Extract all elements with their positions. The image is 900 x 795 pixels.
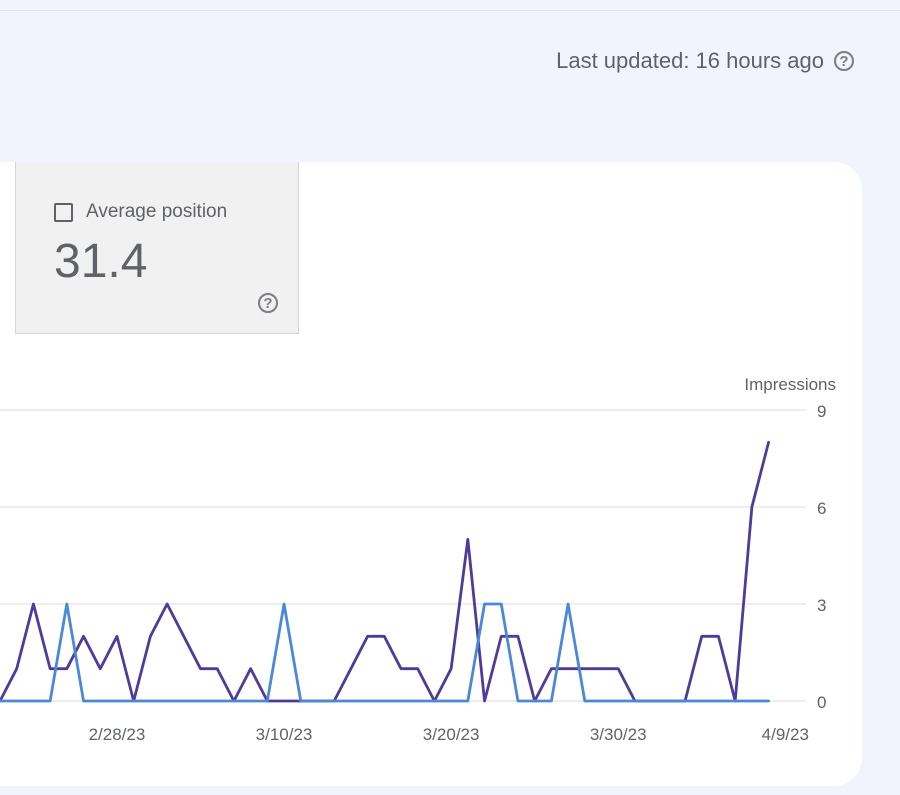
chart-gridlines: [0, 409, 806, 702]
x-tick-label: 3/30/23: [590, 725, 647, 744]
average-position-value: 31.4: [54, 235, 148, 288]
average-position-label: Average position: [86, 201, 228, 222]
y-tick-label: 3: [817, 596, 826, 615]
last-updated-text: Last updated: 16 hours ago: [556, 48, 824, 73]
last-updated-status: Last updated: 16 hours ago ?: [556, 48, 854, 74]
top-divider: [0, 10, 900, 11]
impressions-axis-label: Impressions: [744, 375, 836, 394]
previous-metric-tile-edge: [0, 162, 15, 334]
x-tick-label: 3/20/23: [423, 725, 480, 744]
help-circle-icon[interactable]: ?: [258, 293, 278, 313]
x-tick-label: 4/9/23: [762, 725, 809, 744]
impressions-line-chart: 0 3 6 9 2/28/23 3/10/23 3/20/23 3/30/23 4/9/23 I…: [0, 375, 836, 744]
chart-tick-labels: 0 3 6 9 2/28/23 3/10/23 3/20/23 3/30/23 4/9/23: [89, 402, 827, 744]
y-tick-label: 0: [817, 693, 826, 712]
average-position-metric-tile[interactable]: Average position 31.4 ?: [15, 162, 299, 334]
performance-card: Average position 31.4 ? 0 3 6 9 2/28/23 3/10/…: [0, 162, 862, 786]
x-tick-label: 2/28/23: [89, 725, 146, 744]
y-tick-label: 6: [817, 499, 826, 518]
series-line-1: [0, 440, 770, 703]
y-tick-label: 9: [817, 402, 826, 421]
checkbox-unchecked-icon[interactable]: [54, 203, 73, 222]
x-tick-label: 3/10/23: [256, 725, 313, 744]
chart-series: [0, 440, 770, 703]
help-circle-icon[interactable]: ?: [834, 51, 854, 71]
series-line-2: [0, 602, 770, 703]
